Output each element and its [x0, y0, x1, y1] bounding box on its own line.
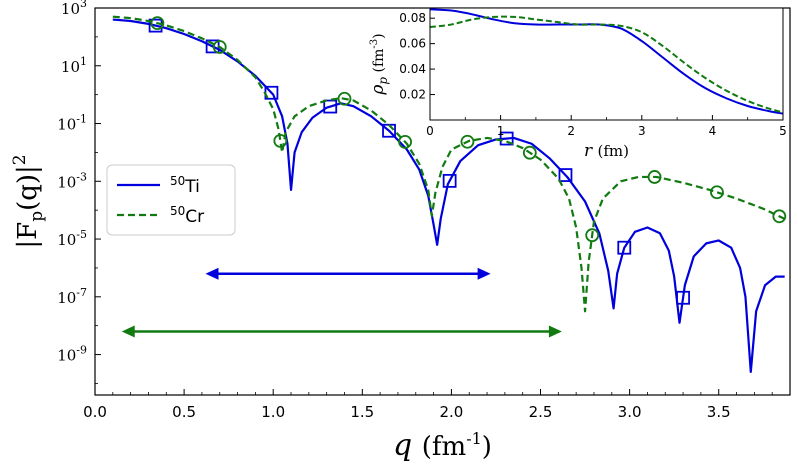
- inset-background: [430, 8, 783, 120]
- marker-50Cr: [710, 185, 724, 200]
- inset-y-tick-label: 0.02: [399, 88, 426, 102]
- marker-50Cr: [273, 133, 288, 148]
- inset-series-group: [430, 8, 783, 115]
- inset-y-tick-label: 0.04: [399, 62, 426, 76]
- marker-50Cr: [647, 170, 662, 184]
- marker-50Cr: [212, 40, 227, 54]
- inset-x-tick-label: 3: [638, 124, 646, 138]
- marker-50Ti: [442, 173, 457, 188]
- x-tick-label: 2.0: [439, 403, 463, 421]
- legend-label-Cr: 50Cr: [170, 204, 204, 227]
- inset-x-tick-label: 1: [497, 124, 505, 138]
- inset-y-axis-label: ρp (fm-3): [368, 33, 390, 95]
- y-tick-label: 101: [61, 55, 87, 76]
- marker-50Cr: [460, 134, 475, 149]
- marker-50Ti: [499, 131, 514, 146]
- legend-box: [106, 164, 236, 236]
- x-tick-label: 0.0: [83, 403, 107, 421]
- legend: 50Ti 50Cr: [106, 164, 236, 236]
- inset-plot: 0 1 2 3 4 5 0.02 0.04 0.06 0.08 r (fm) ρp (fm-3): [368, 7, 787, 161]
- marker-50Cr: [337, 91, 352, 106]
- y-tick-label: 10-1: [57, 113, 87, 134]
- marker-50Ti: [148, 18, 163, 33]
- inset-x-tick-label: 2: [567, 124, 575, 138]
- y-tick-label: 10-5: [57, 228, 87, 249]
- marker-50Ti: [676, 290, 690, 305]
- y-tick-label: 10-9: [57, 344, 87, 365]
- inset-x-tick-label: 4: [709, 124, 717, 138]
- x-tick-label: 1.0: [261, 403, 285, 421]
- marker-50Ti: [558, 168, 573, 182]
- series-line-50Ti: [112, 18, 785, 373]
- series-line-50Cr: [112, 15, 786, 313]
- inset-series-line-50Cr: [430, 15, 783, 114]
- marker-50Cr: [398, 134, 412, 149]
- inset-x-tick-label: 0: [426, 124, 434, 138]
- legend-label-Ti: 50Ti: [170, 174, 200, 197]
- x-tick-label: 3.0: [618, 403, 642, 421]
- x-tick-label: 1.5: [350, 403, 374, 421]
- y-tick-label: 103: [61, 0, 87, 18]
- y-tick-label: 10-7: [57, 286, 87, 307]
- range-arrow-head-right: [548, 325, 562, 338]
- y-axis-label: |Fp(q)|2: [10, 154, 47, 248]
- main-plot: 0.0 0.5 1.0 1.5 2.0 2.5 3.0 3.510310110-110-310…: [10, 0, 791, 463]
- inset-frame: [429, 7, 784, 121]
- marker-50Cr: [522, 145, 537, 160]
- main-series-group: [112, 15, 787, 373]
- range-arrow-head-left: [121, 325, 135, 338]
- inset-y-tick-label: 0.08: [399, 11, 426, 25]
- marker-50Ti: [323, 99, 338, 114]
- range-arrow-head-left: [205, 267, 219, 280]
- x-tick-label: 0.5: [172, 403, 196, 421]
- inset-x-axis-label: r (fm): [584, 141, 629, 161]
- range-arrow-head-right: [477, 267, 491, 280]
- x-tick-label: 3.5: [707, 403, 731, 421]
- inset-y-tick-label: 0.06: [399, 37, 426, 51]
- marker-50Cr: [772, 209, 787, 224]
- inset-x-tick-label: 5: [779, 124, 787, 138]
- y-tick-label: 10-3: [57, 170, 87, 191]
- x-axis-label: q (fm-1): [393, 428, 492, 463]
- marker-50Cr: [150, 16, 165, 31]
- marker-50Ti: [617, 240, 632, 255]
- marker-50Cr: [585, 228, 600, 243]
- x-tick-label: 2.5: [529, 403, 553, 421]
